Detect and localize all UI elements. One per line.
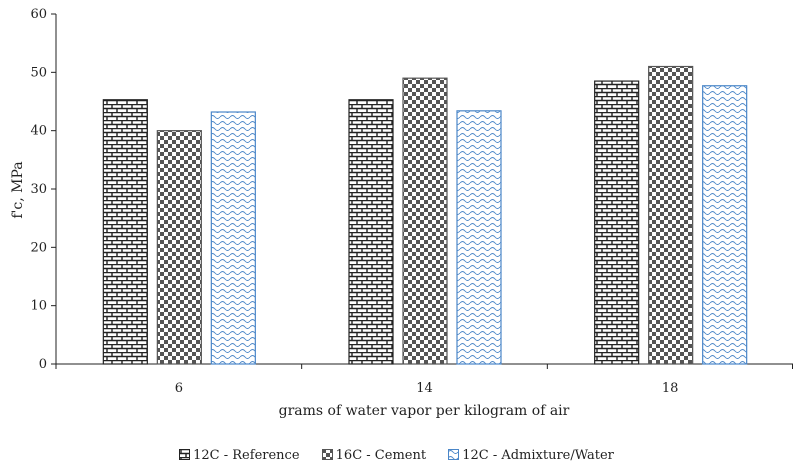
bar <box>210 111 256 365</box>
y-tick-label: 60 <box>30 7 47 22</box>
x-axis: 6 14 18 <box>51 363 793 396</box>
bar <box>402 77 448 365</box>
bar <box>594 80 640 365</box>
x-tick-label: 14 <box>416 381 433 396</box>
legend-item-reference: 12C - Reference <box>179 448 300 463</box>
y-tick-label: 30 <box>30 182 47 197</box>
y-tick-label: 50 <box>30 65 47 80</box>
y-axis: 0 10 20 30 40 50 60 <box>30 7 57 372</box>
brick-pattern-icon <box>179 449 191 460</box>
bar <box>648 65 694 365</box>
bar <box>702 85 748 365</box>
bar <box>348 99 394 365</box>
wave-pattern-icon <box>448 449 460 460</box>
x-tick-label: 6 <box>175 381 183 396</box>
y-tick-label: 40 <box>30 124 47 139</box>
x-axis-title: grams of water vapor per kilogram of air <box>279 403 570 419</box>
bar-chart: 0 10 20 30 40 50 60 6 14 18 f'c, MPa grams of wa… <box>10 7 793 419</box>
legend-item-admixture: 12C - Admixture/Water <box>448 448 614 463</box>
bar <box>102 99 148 365</box>
bar <box>156 130 202 365</box>
legend: 12C - Reference 16C - Cement 12C - Admix… <box>0 448 793 463</box>
legend-item-cement: 16C - Cement <box>321 448 426 463</box>
checker-pattern-icon <box>321 449 333 460</box>
y-tick-label: 10 <box>30 299 47 314</box>
y-tick-label: 0 <box>39 357 47 372</box>
bars <box>102 65 748 365</box>
bar <box>456 110 502 365</box>
y-tick-label: 20 <box>30 240 47 255</box>
x-tick-label: 18 <box>662 381 679 396</box>
y-axis-title: f'c, MPa <box>10 161 26 218</box>
